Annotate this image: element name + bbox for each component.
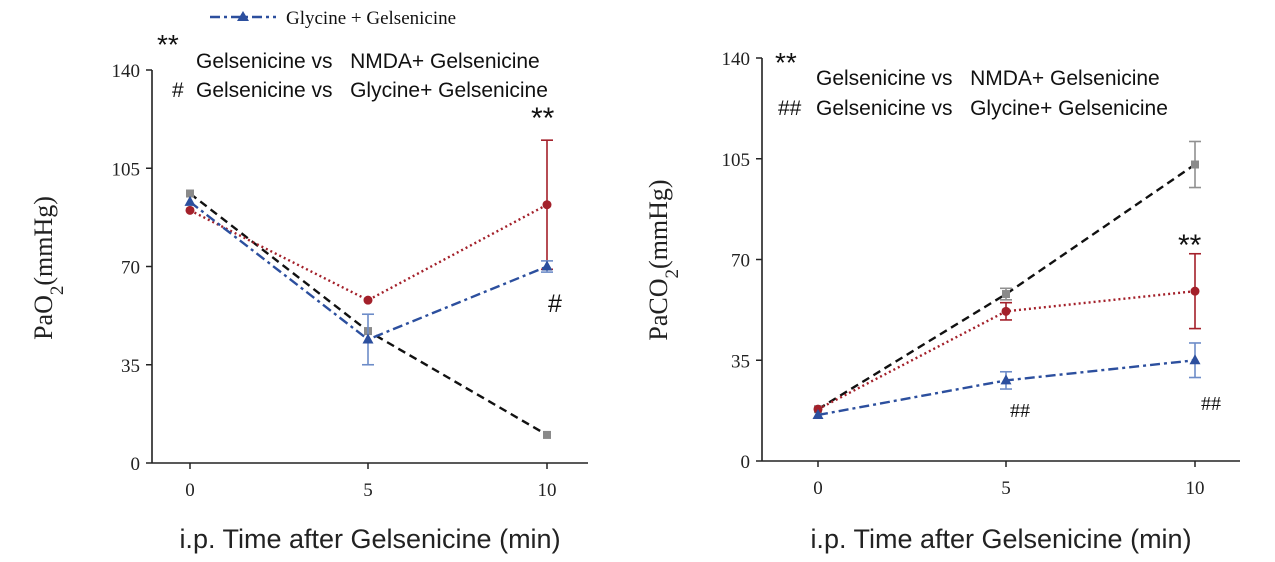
paco2-nmda-significance-mark: **: [1178, 229, 1202, 262]
paco2-gelsenicine-point-1: [1002, 290, 1010, 299]
paco2-glycine-significance-mark-5: ##: [1010, 400, 1030, 422]
paco2-glycine-significance-mark-10: ##: [1201, 393, 1221, 415]
paco2-glycine-point-0: [812, 408, 824, 419]
pao2-y-tick-label-140: 140: [112, 61, 141, 82]
paco2-nmda-point-1: [1001, 306, 1011, 316]
pao2-nmda-point-2: [542, 200, 552, 210]
pao2-hash-sig-symbol: #: [172, 79, 184, 102]
paco2-hash-sig-symbol: ##: [778, 97, 802, 120]
paco2-series: [812, 140, 1201, 419]
pao2-glycine-point-2: [541, 260, 553, 271]
paco2-y-tick-label-140: 140: [722, 49, 751, 70]
pao2-y-tick-label-35: 35: [121, 356, 140, 377]
pao2-gelsenicine-point-2: [543, 430, 551, 439]
pao2-x-tick-label-5: 5: [363, 480, 373, 501]
pao2-axes: [151, 70, 588, 464]
pao2-stars-sig-text: Gelsenicine vs NMDA+ Gelsenicine: [196, 50, 540, 73]
pao2-y-tick-label-0: 0: [131, 454, 141, 475]
pao2-panel: 0 35 70 105 140 0 5 10 i.p. Time after Gelseni…: [29, 29, 588, 554]
paco2-x-ticks: 0 5 10: [813, 461, 1205, 499]
paco2-glycine-point-2: [1189, 354, 1201, 365]
pao2-annotations: ** Gelsenicine vs NMDA+ Gelsenicine # Ge…: [157, 29, 562, 318]
paco2-annotations: ** Gelsenicine vs NMDA+ Gelsenicine ## G…: [775, 47, 1221, 422]
pao2-nmda-significance-mark: **: [531, 102, 555, 135]
paco2-y-tick-label-35: 35: [731, 351, 750, 372]
pao2-glycine-significance-mark: #: [548, 290, 562, 318]
paco2-y-axis-label: PaCO2(mmHg): [644, 179, 683, 340]
paco2-hash-sig-text: Gelsenicine vs Glycine+ Gelsenicine: [816, 97, 1168, 120]
paco2-gelsenicine-point-2: [1191, 160, 1199, 169]
paco2-y-ticks: 0 35 70 105 140: [722, 49, 762, 473]
pao2-x-tick-label-10: 10: [538, 480, 557, 501]
legend-glycine-label: Glycine + Gelsenicine: [286, 8, 456, 29]
pao2-x-axis-label: i.p. Time after Gelsenicine (min): [179, 524, 560, 554]
paco2-x-tick-label-10: 10: [1186, 478, 1205, 499]
paco2-glycine-point-1: [1000, 374, 1012, 385]
pao2-y-tick-label-105: 105: [112, 159, 141, 180]
legend-glycine-marker: [237, 11, 249, 21]
pao2-nmda-point-0: [185, 205, 195, 215]
pao2-y-ticks: 0 35 70 105 140: [112, 61, 152, 475]
pao2-x-tick-label-0: 0: [185, 480, 195, 501]
pao2-y-tick-label-70: 70: [121, 258, 140, 279]
pao2-hash-sig-text: Gelsenicine vs Glycine+ Gelsenicine: [196, 79, 548, 102]
paco2-stars-sig-text: Gelsenicine vs NMDA+ Gelsenicine: [816, 67, 1160, 90]
pao2-nmda-series-line: [189, 203, 548, 302]
paco2-y-label-prefix: PaCO: [644, 278, 673, 340]
paco2-y-tick-label-0: 0: [741, 452, 751, 473]
pao2-nmda-point-1: [363, 295, 373, 305]
pao2-y-axis-label: PaO2(mmHg): [29, 196, 68, 340]
paco2-y-label-suffix: (mmHg): [644, 179, 673, 269]
pao2-series: [184, 139, 553, 439]
pao2-x-ticks: 0 5 10: [185, 463, 557, 501]
pao2-y-label-sub: 2: [47, 286, 68, 296]
pao2-gelsenicine-point-0: [186, 189, 194, 198]
paco2-panel: 0 35 70 105 140 0 5 10 i.p. Time after Gelseni…: [644, 47, 1240, 554]
paco2-x-axis-label: i.p. Time after Gelsenicine (min): [810, 524, 1191, 554]
pao2-y-label-prefix: PaO: [29, 295, 58, 340]
pao2-glycine-point-1: [362, 333, 374, 344]
paco2-nmda-point-2: [1190, 286, 1200, 296]
paco2-y-label-sub: 2: [662, 269, 683, 279]
pao2-glycine-point-0: [184, 195, 196, 206]
paco2-stars-sig-symbol: **: [775, 47, 797, 78]
pao2-y-label-suffix: (mmHg): [29, 196, 58, 286]
paco2-x-tick-label-5: 5: [1001, 478, 1011, 499]
pao2-stars-sig-symbol: **: [157, 29, 179, 60]
paco2-x-tick-label-0: 0: [813, 478, 823, 499]
paco2-y-tick-label-70: 70: [731, 251, 750, 272]
top-legend: Glycine + Gelsenicine: [210, 8, 456, 29]
paco2-y-tick-label-105: 105: [722, 150, 751, 171]
